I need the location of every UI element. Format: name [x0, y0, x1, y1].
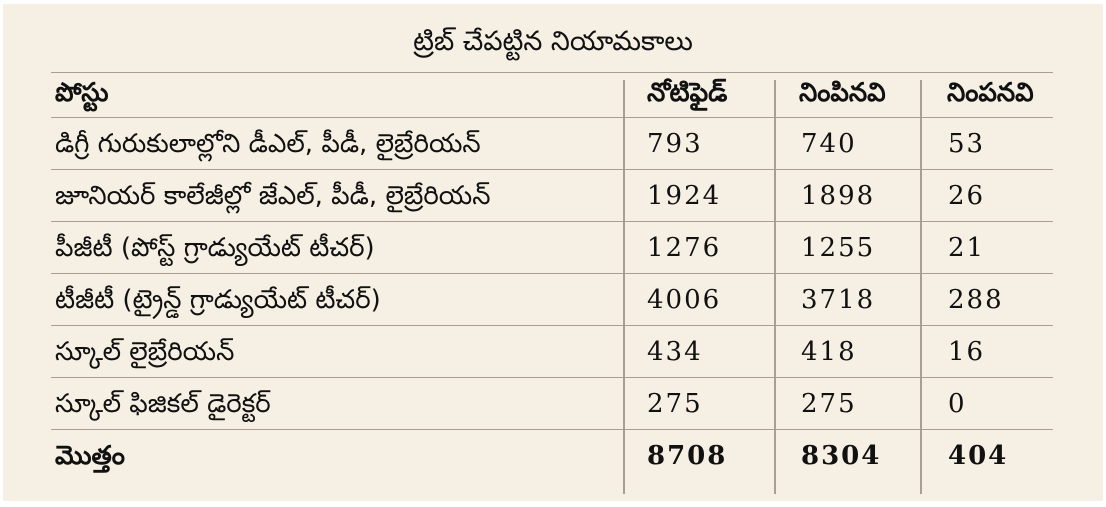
- column-separator: [774, 80, 776, 494]
- row-rule: [51, 221, 1053, 222]
- row-unfilled: 0: [948, 389, 967, 419]
- row-filled: 275: [801, 389, 857, 419]
- row-post: టీజీటీ (ట్రైన్డ్ గ్రాడ్యుయేట్ టీచర్): [55, 285, 381, 315]
- row-post: జూనియర్ కాలేజీల్లో జేఎల్, పీడీ, లైబ్రేరి…: [55, 181, 491, 211]
- total-notified: 8708: [647, 441, 728, 471]
- row-filled: 1255: [801, 233, 876, 263]
- header-notified: నోటిఫైడ్: [647, 78, 728, 108]
- row-rule: [51, 325, 1053, 326]
- total-unfilled: 404: [948, 441, 1009, 471]
- row-post: డిగ్రీ గురుకులాల్లోని డీఎల్, పీడీ, లైబ్ర…: [55, 129, 481, 159]
- total-filled: 8304: [801, 441, 882, 471]
- row-post: పీజీటీ (పోస్ట్ గ్రాడ్యుయేట్ టీచర్): [55, 233, 375, 263]
- row-unfilled: 16: [948, 337, 986, 367]
- total-label: మొత్తం: [55, 441, 125, 471]
- row-filled: 3718: [801, 285, 876, 315]
- row-unfilled: 288: [948, 285, 1004, 315]
- row-filled: 1898: [801, 181, 876, 211]
- header-unfilled: నింపనవి: [947, 78, 1034, 108]
- header-top-rule: [51, 72, 1053, 73]
- column-separator: [920, 80, 922, 494]
- row-notified: 793: [647, 129, 703, 159]
- table-title: ట్రిబ్ చేపట్టిన నియామకాలు: [413, 26, 693, 57]
- column-separator: [623, 80, 625, 494]
- row-unfilled: 21: [948, 233, 986, 263]
- row-post: స్కూల్ లైబ్రేరియన్: [55, 337, 235, 367]
- row-notified: 275: [647, 389, 703, 419]
- row-rule: [51, 169, 1053, 170]
- row-notified: 4006: [647, 285, 722, 315]
- row-notified: 1924: [647, 181, 722, 211]
- recruitment-table-panel: ట్రిబ్ చేపట్టిన నియామకాలు పోస్టు నోటిఫైడ…: [3, 4, 1103, 501]
- row-post: స్కూల్ ఫిజికల్ డైరెక్టర్: [55, 389, 271, 419]
- row-rule: [51, 377, 1053, 378]
- row-unfilled: 26: [948, 181, 986, 211]
- header-filled: నింపినవి: [799, 78, 886, 108]
- header-bottom-rule: [51, 117, 1053, 118]
- row-unfilled: 53: [948, 129, 986, 159]
- row-notified: 1276: [647, 233, 722, 263]
- row-notified: 434: [647, 337, 703, 367]
- row-rule: [51, 429, 1053, 430]
- row-filled: 740: [801, 129, 857, 159]
- row-rule: [51, 273, 1053, 274]
- header-post: పోస్టు: [55, 78, 109, 108]
- row-filled: 418: [801, 337, 857, 367]
